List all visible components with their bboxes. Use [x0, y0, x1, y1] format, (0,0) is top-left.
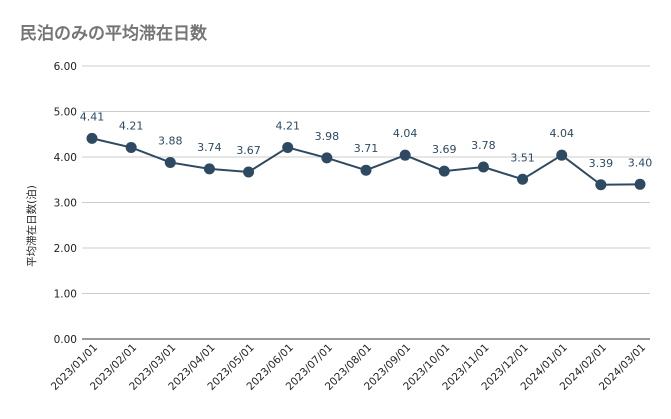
data-points	[86, 132, 646, 191]
data-point	[125, 141, 137, 153]
grid-lines	[82, 65, 650, 340]
data-point	[203, 163, 215, 175]
data-label: 3.69	[432, 143, 457, 156]
y-tick-label: 2.00	[54, 243, 77, 255]
data-label: 3.74	[197, 141, 222, 154]
data-label: 3.78	[471, 139, 496, 152]
y-axis-ticks: 0.00 1.00 2.00 3.00 4.00 5.00 6.00	[54, 61, 77, 346]
data-point	[595, 179, 607, 191]
y-tick-label: 0.00	[54, 334, 77, 346]
data-point	[399, 149, 411, 161]
data-label: 4.41	[80, 110, 105, 123]
data-point	[556, 149, 568, 161]
y-tick-label: 4.00	[54, 152, 77, 164]
y-tick-label: 5.00	[54, 107, 77, 119]
chart-title: 民泊のみの平均滞在日数	[20, 23, 208, 44]
data-point	[243, 166, 255, 178]
data-label: 4.04	[549, 127, 574, 140]
data-label: 4.04	[393, 127, 418, 140]
data-point	[477, 161, 489, 173]
data-label: 3.71	[354, 142, 379, 155]
y-tick-label: 6.00	[54, 61, 77, 73]
data-point	[282, 141, 294, 153]
data-label: 3.98	[315, 130, 340, 143]
data-label: 4.21	[275, 119, 300, 132]
data-point	[164, 156, 176, 168]
data-labels: 4.41 4.21 3.88 3.74 3.67 4.21 3.98 3.71 4.04 3.69…	[80, 110, 653, 169]
y-tick-label: 1.00	[54, 289, 77, 301]
data-point	[517, 173, 529, 185]
data-label: 4.21	[119, 119, 144, 132]
data-label: 3.39	[589, 157, 614, 170]
x-axis-ticks: 2023/01/012023/02/012023/03/012023/04/01…	[49, 342, 648, 393]
data-point	[86, 132, 98, 144]
data-label: 3.88	[158, 134, 183, 147]
y-axis-label: 平均滞在日数(泊)	[25, 185, 38, 267]
data-point	[321, 152, 333, 164]
data-label: 3.67	[236, 144, 261, 157]
data-label: 3.40	[628, 156, 653, 169]
data-label: 3.51	[510, 151, 535, 164]
data-point	[438, 165, 450, 177]
y-tick-label: 3.00	[54, 198, 77, 210]
data-point	[634, 178, 646, 190]
data-point	[360, 164, 372, 176]
